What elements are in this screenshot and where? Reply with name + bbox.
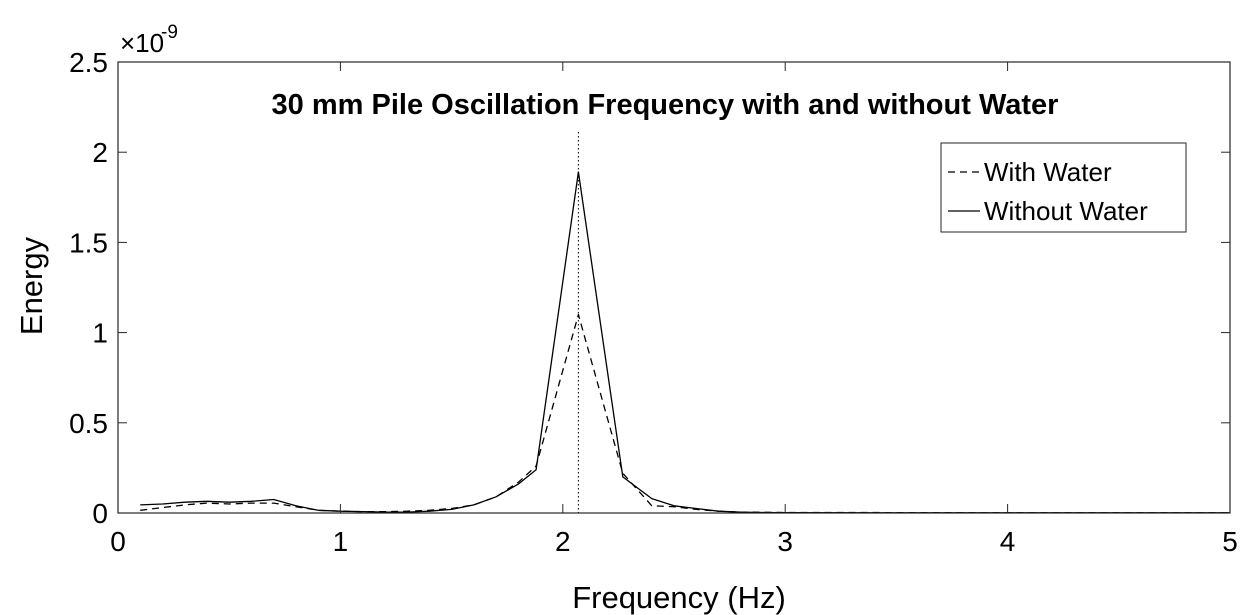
x-tick-label: 5 xyxy=(1222,526,1238,557)
multiplier-exponent: -9 xyxy=(161,22,178,43)
legend-label-without-water: Without Water xyxy=(984,196,1148,226)
legend-box xyxy=(940,142,1187,233)
x-tick-label: 1 xyxy=(333,526,349,557)
x-axis-label: Frequency (Hz) xyxy=(572,580,786,615)
multiplier-base: ×10 xyxy=(120,28,164,58)
x-tick-label: 3 xyxy=(777,526,793,557)
plot-frame xyxy=(117,61,1231,514)
chart-title: 30 mm Pile Oscillation Frequency with an… xyxy=(272,89,1059,121)
x-tick-label: 0 xyxy=(110,526,126,557)
y-tick-label: 1 xyxy=(92,318,108,349)
y-tick-label: 1.5 xyxy=(69,227,108,258)
y-tick-label: 0 xyxy=(92,498,108,529)
y-tick-label: 0.5 xyxy=(69,408,108,439)
plot-area xyxy=(118,62,1230,513)
y-tick-label: 2 xyxy=(92,137,108,168)
x-axis: 0 1 2 3 4 5 xyxy=(110,62,1238,557)
y-axis-label: Energy xyxy=(14,236,49,335)
x-tick-label: 4 xyxy=(1000,526,1016,557)
legend-label-with-water: With Water xyxy=(984,157,1112,187)
y-axis-multiplier: ×10 -9 xyxy=(120,22,178,58)
legend: With Water Without Water xyxy=(940,142,1187,233)
y-tick-label: 2.5 xyxy=(69,47,108,78)
x-tick-label: 2 xyxy=(555,526,571,557)
y-axis: 0 0.5 1 1.5 2 2.5 xyxy=(69,47,1230,529)
